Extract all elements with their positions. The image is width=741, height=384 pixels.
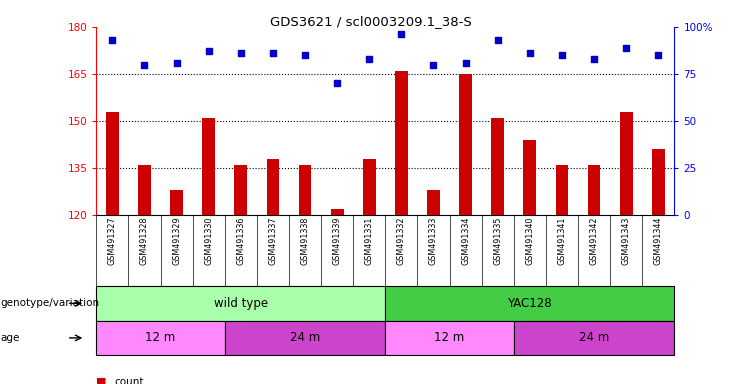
Point	[107, 37, 119, 43]
Bar	[138, 165, 151, 215]
Text: age: age	[1, 333, 20, 343]
Text: GSM491333: GSM491333	[429, 217, 438, 265]
Point	[363, 56, 375, 62]
Bar	[267, 159, 279, 215]
Text: GSM491327: GSM491327	[108, 217, 117, 265]
Bar	[330, 209, 344, 215]
Text: genotype/variation: genotype/variation	[1, 298, 100, 308]
Bar	[523, 140, 536, 215]
Text: 24 m: 24 m	[579, 331, 609, 344]
Bar	[514, 321, 674, 355]
Bar	[385, 321, 514, 355]
Bar	[556, 165, 568, 215]
Bar	[588, 165, 600, 215]
Bar	[170, 190, 183, 215]
Text: GSM491330: GSM491330	[205, 217, 213, 265]
Text: 12 m: 12 m	[145, 331, 176, 344]
Text: GSM491344: GSM491344	[654, 217, 662, 265]
Bar	[96, 286, 385, 321]
Bar	[491, 118, 504, 215]
Text: 12 m: 12 m	[434, 331, 465, 344]
Bar	[96, 321, 225, 355]
Point	[331, 80, 343, 86]
Bar	[459, 74, 472, 215]
Text: 24 m: 24 m	[290, 331, 320, 344]
Point	[170, 60, 182, 66]
Text: GSM491334: GSM491334	[461, 217, 470, 265]
Point	[524, 50, 536, 56]
Bar	[225, 321, 385, 355]
Text: GSM491343: GSM491343	[622, 217, 631, 265]
Text: count: count	[115, 377, 144, 384]
Bar	[363, 159, 376, 215]
Point	[267, 50, 279, 56]
Text: GDS3621 / scl0003209.1_38-S: GDS3621 / scl0003209.1_38-S	[270, 15, 471, 28]
Text: GSM491340: GSM491340	[525, 217, 534, 265]
Text: GSM491328: GSM491328	[140, 217, 149, 265]
Text: GSM491341: GSM491341	[557, 217, 566, 265]
Point	[556, 52, 568, 58]
Bar	[202, 118, 215, 215]
Text: GSM491329: GSM491329	[172, 217, 181, 265]
Point	[203, 48, 215, 55]
Bar	[299, 165, 311, 215]
Text: GSM491335: GSM491335	[494, 217, 502, 265]
Bar	[652, 149, 665, 215]
Point	[588, 56, 600, 62]
Point	[235, 50, 247, 56]
Bar	[427, 190, 440, 215]
Text: GSM491339: GSM491339	[333, 217, 342, 265]
Text: GSM491332: GSM491332	[397, 217, 406, 265]
Point	[299, 52, 311, 58]
Bar	[234, 165, 247, 215]
Text: GSM491337: GSM491337	[268, 217, 277, 265]
Point	[492, 37, 504, 43]
Text: GSM491331: GSM491331	[365, 217, 373, 265]
Point	[459, 60, 471, 66]
Point	[139, 61, 150, 68]
Bar	[106, 112, 119, 215]
Text: YAC128: YAC128	[508, 297, 552, 310]
Point	[620, 45, 632, 51]
Text: wild type: wild type	[213, 297, 268, 310]
Text: ■: ■	[96, 377, 110, 384]
Text: GSM491338: GSM491338	[301, 217, 310, 265]
Text: GSM491342: GSM491342	[590, 217, 599, 265]
Point	[652, 52, 664, 58]
Bar	[385, 286, 674, 321]
Text: GSM491336: GSM491336	[236, 217, 245, 265]
Point	[396, 31, 408, 38]
Bar	[619, 112, 633, 215]
Bar	[395, 71, 408, 215]
Point	[428, 61, 439, 68]
